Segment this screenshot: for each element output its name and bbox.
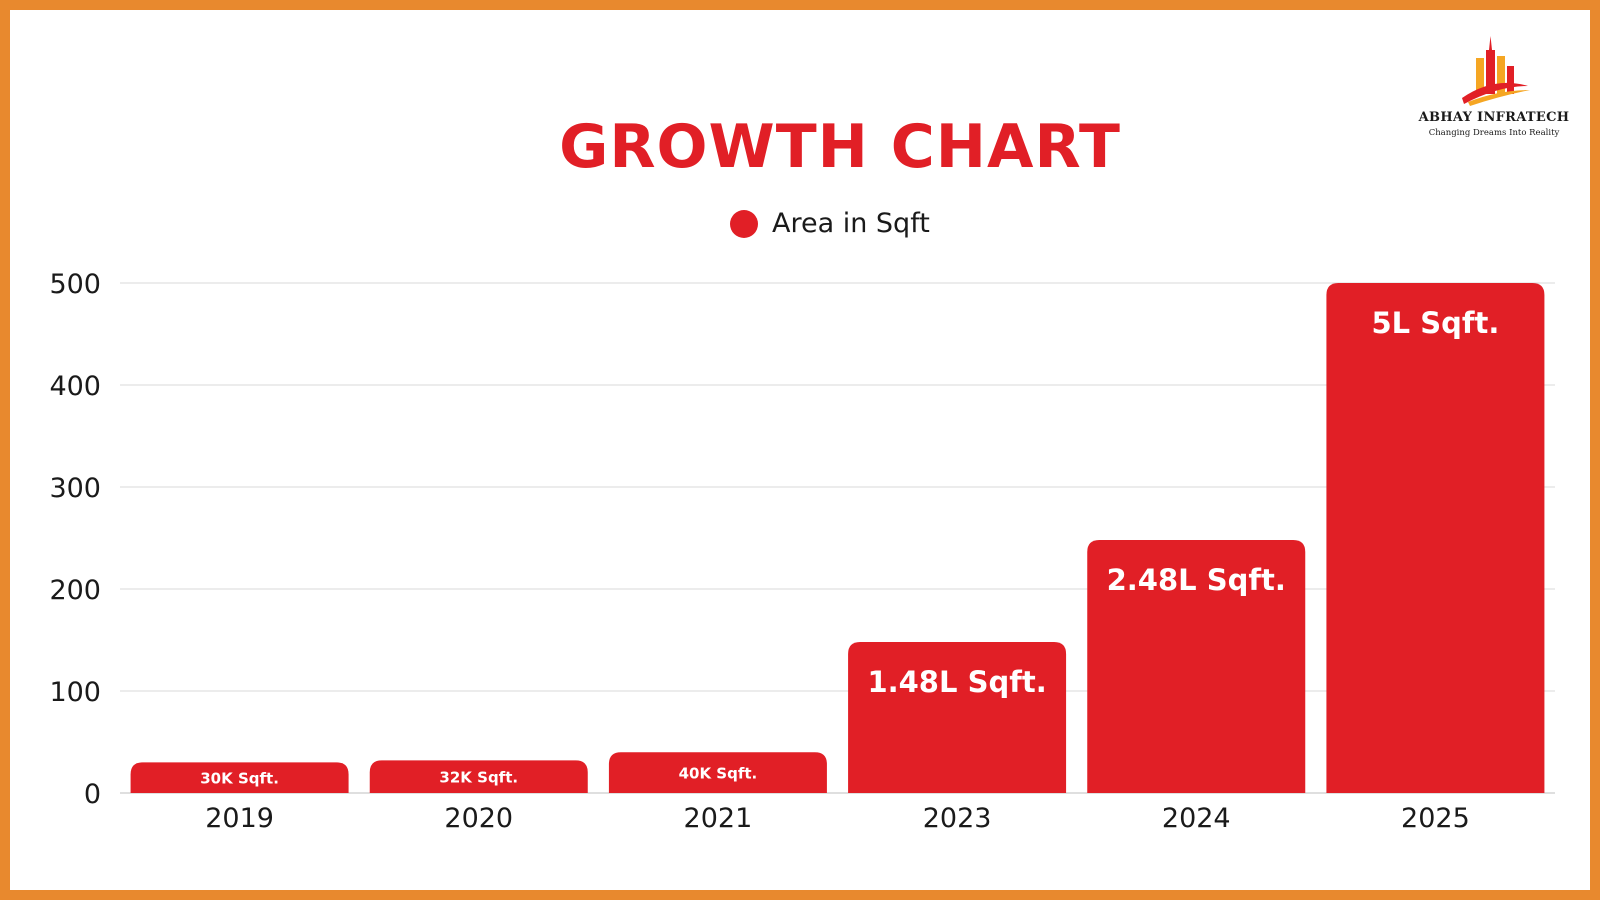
bar-data-label: 2.48L Sqft. [1107,563,1286,597]
y-tick-label: 400 [49,371,101,402]
x-category-label: 2019 [205,803,274,834]
brand-name: ABHAY INFRATECH [1418,110,1570,125]
bar [1087,540,1306,793]
y-tick-label: 300 [49,473,101,504]
legend-swatch [730,209,758,238]
bar [1326,283,1545,793]
building-skyline-logo-icon [1462,36,1530,106]
bar-data-label: 30K Sqft. [200,770,279,788]
bar-data-label: 40K Sqft. [679,765,758,783]
bar [608,752,827,793]
bar [369,760,588,793]
bar-data-label: 1.48L Sqft. [867,665,1046,699]
y-tick-label: 200 [49,575,101,606]
bar [130,762,349,793]
x-category-label: 2024 [1162,803,1231,834]
brand-tagline: Changing Dreams Into Reality [1428,128,1560,138]
legend-label: Area in Sqft [772,208,930,239]
y-tick-label: 100 [49,677,101,708]
chart-title: GROWTH CHART [559,112,1121,182]
bar-data-label: 5L Sqft. [1371,306,1499,340]
x-category-label: 2020 [444,803,513,834]
legend: Area in Sqft [730,208,930,239]
y-tick-label: 0 [84,779,101,810]
x-category-label: 2025 [1401,803,1470,834]
bar [848,642,1067,793]
bar-data-label: 32K Sqft. [439,769,518,787]
x-category-label: 2021 [684,803,753,834]
y-tick-label: 500 [49,269,101,300]
x-category-label: 2023 [923,803,992,834]
brand-logo: ABHAY INFRATECH Changing Dreams Into Rea… [1414,36,1574,156]
